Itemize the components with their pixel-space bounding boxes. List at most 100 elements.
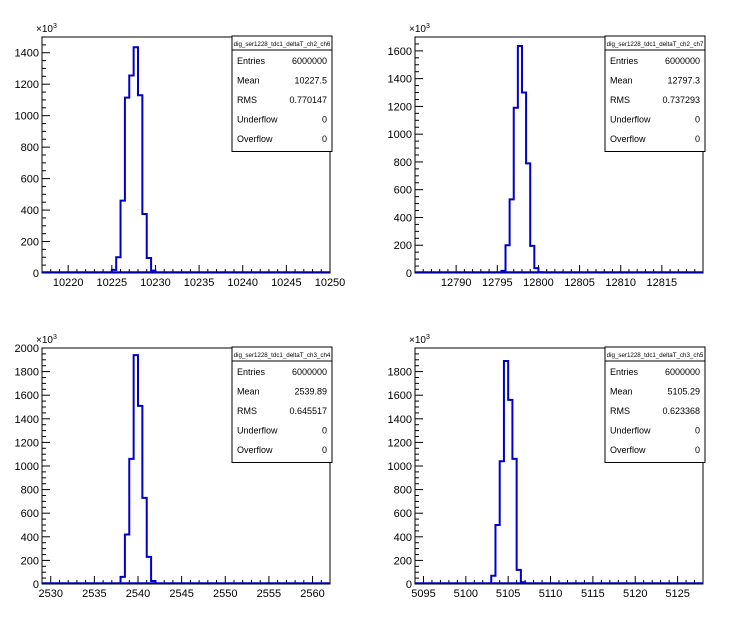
stats-value: 0: [322, 445, 327, 455]
y-tick-label: 1400: [15, 414, 39, 426]
y-tick-label: 200: [394, 240, 412, 252]
x-tick-label: 10245: [271, 277, 302, 289]
y-tick-label: 1800: [388, 367, 412, 379]
stats-label: Underflow: [610, 115, 651, 125]
stats-value: 12797.3: [667, 76, 700, 86]
stats-box-title: dig_ser1228_tdc1_deltaT_ch2_ch7: [607, 41, 704, 48]
y-tick-label: 800: [21, 142, 39, 154]
y-axis-multiplier: ×103: [36, 334, 57, 346]
y-axis-multiplier: ×103: [36, 23, 57, 35]
stats-value: 6000000: [665, 367, 700, 377]
stats-value: 6000000: [292, 367, 327, 377]
stats-box: [604, 346, 706, 463]
x-tick-label: 12800: [523, 277, 554, 289]
y-tick-label: 400: [21, 205, 39, 217]
stats-box-title: dig_ser1228_tdc1_deltaT_ch2_ch6: [234, 41, 331, 48]
stats-value: 0: [695, 115, 700, 125]
stats-value: 6000000: [665, 56, 700, 66]
y-tick-label: 0: [33, 268, 39, 280]
stats-value: 0: [695, 445, 700, 455]
stats-value: 0.770147: [289, 95, 327, 105]
histogram-pad-3: 0 200 400 600 800 1000 1200 1400 1600 1800 2000 253…: [15, 334, 333, 600]
y-tick-label: 1200: [388, 101, 412, 113]
x-tick-label: 5120: [623, 588, 647, 600]
y-tick-label: 0: [406, 268, 412, 280]
x-tick-label: 2555: [257, 588, 281, 600]
y-tick-label: 1000: [15, 461, 39, 473]
y-tick-label: 1200: [388, 437, 412, 449]
x-tick-label: 12815: [647, 277, 678, 289]
x-tick-label: 2550: [213, 588, 237, 600]
stats-label: Entries: [610, 367, 639, 377]
x-tick-label: 10250: [315, 277, 346, 289]
y-tick-label: 1600: [388, 46, 412, 58]
stats-value: 0.623368: [662, 406, 700, 416]
stats-box-title: dig_ser1228_tdc1_deltaT_ch3_ch4: [234, 352, 331, 359]
stats-label: Overflow: [610, 134, 646, 144]
stats-label: RMS: [610, 406, 630, 416]
y-tick-label: 1600: [388, 390, 412, 402]
stats-value: 2539.89: [294, 387, 327, 397]
y-tick-label: 600: [394, 185, 412, 197]
y-tick-label: 1200: [15, 79, 39, 91]
y-tick-label: 0: [33, 579, 39, 591]
x-tick-label: 10220: [53, 277, 84, 289]
y-tick-label: 200: [21, 555, 39, 567]
y-axis-multiplier: ×103: [409, 23, 430, 35]
x-tick-label: 12790: [441, 277, 472, 289]
stats-value: 10227.5: [294, 76, 327, 86]
y-tick-label: 1600: [15, 390, 39, 402]
x-tick-label: 10225: [97, 277, 128, 289]
stats-label: Underflow: [610, 426, 651, 436]
y-tick-label: 400: [394, 532, 412, 544]
x-tick-label: 12805: [564, 277, 595, 289]
y-tick-label: 800: [394, 485, 412, 497]
x-tick-label: 5100: [454, 588, 478, 600]
x-tick-label: 10230: [140, 277, 171, 289]
stats-label: Underflow: [237, 115, 278, 125]
stats-label: Mean: [237, 76, 260, 86]
stats-value: 0: [695, 134, 700, 144]
y-tick-label: 1000: [388, 461, 412, 473]
stats-label: Underflow: [237, 426, 278, 436]
histogram-pad-1: 0 200 400 600 800 1000 1200 1400 10220 10225 10230…: [15, 23, 346, 289]
stats-value: 6000000: [292, 56, 327, 66]
stats-box: [231, 346, 333, 463]
y-tick-label: 600: [21, 174, 39, 186]
x-tick-label: 10240: [227, 277, 258, 289]
stats-label: Entries: [610, 56, 639, 66]
x-tick-label: 5110: [539, 588, 563, 600]
y-tick-label: 1400: [388, 414, 412, 426]
stats-box-title: dig_ser1228_tdc1_deltaT_ch3_ch5: [607, 352, 704, 359]
y-tick-label: 400: [21, 532, 39, 544]
stats-label: RMS: [610, 95, 630, 105]
stats-value: 0.645517: [289, 406, 327, 416]
histogram-pad-2: 0 200 400 600 800 1000 1200 1400 1600 12790 12795 1…: [388, 23, 706, 289]
histogram-outline: [500, 45, 544, 274]
stats-label: Entries: [237, 56, 266, 66]
x-tick-label: 12795: [482, 277, 513, 289]
stats-value: 0: [322, 115, 327, 125]
y-tick-label: 600: [21, 508, 39, 520]
stats-label: RMS: [237, 95, 257, 105]
y-tick-label: 200: [21, 237, 39, 249]
histogram-outline: [110, 46, 157, 273]
x-tick-label: 10235: [184, 277, 215, 289]
y-tick-label: 400: [394, 212, 412, 224]
x-tick-label: 2545: [169, 588, 193, 600]
y-tick-label: 1000: [388, 129, 412, 141]
stats-value: 0: [322, 134, 327, 144]
x-tick-label: 2535: [82, 588, 106, 600]
x-tick-label: 12810: [605, 277, 636, 289]
y-tick-label: 2000: [15, 343, 39, 355]
histogram-pad-4: 0 200 400 600 800 1000 1200 1400 1600 1800 5095 510…: [388, 334, 706, 600]
x-tick-label: 2530: [38, 588, 62, 600]
y-tick-label: 600: [394, 508, 412, 520]
x-tick-label: 5115: [581, 588, 605, 600]
x-tick-label: 5105: [496, 588, 520, 600]
stats-label: Overflow: [237, 445, 273, 455]
stats-value: 0: [322, 426, 327, 436]
x-tick-label: 5095: [411, 588, 435, 600]
x-tick-label: 5125: [665, 588, 689, 600]
y-tick-label: 1800: [15, 367, 39, 379]
